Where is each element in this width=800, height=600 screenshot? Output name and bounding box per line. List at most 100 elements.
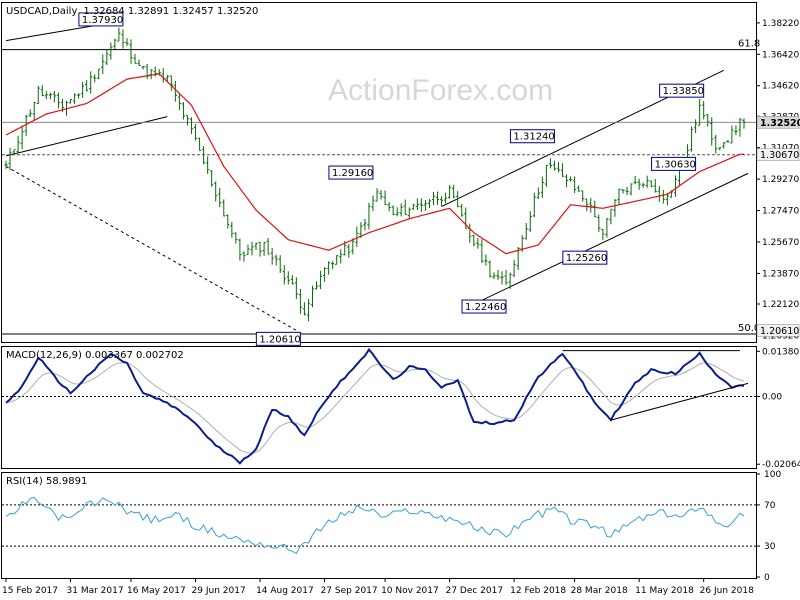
ohlc-bar xyxy=(472,234,476,247)
ohlc-bar xyxy=(339,249,343,264)
ohlc-bar xyxy=(391,205,395,216)
ohlc-bar xyxy=(254,242,258,250)
ohlc-bar xyxy=(242,251,246,262)
ohlc-bar xyxy=(476,237,480,249)
ohlc-bar xyxy=(734,125,738,136)
x-tick-label: 29 Jun 2017 xyxy=(192,586,246,596)
ohlc-bar xyxy=(730,125,734,144)
ohlc-bar xyxy=(605,218,609,238)
ohlc-bar xyxy=(36,85,40,104)
price-tag: 1.30670 xyxy=(756,148,799,161)
y-tick-label: 1.34620 xyxy=(762,82,799,92)
ohlc-bar xyxy=(250,241,254,256)
ohlc-bar xyxy=(427,199,432,209)
ohlc-bar xyxy=(742,118,746,129)
ohlc-bar xyxy=(48,92,52,100)
price-tag-label: 1.30670 xyxy=(760,150,799,161)
rsi-y-tick-label: 30 xyxy=(764,542,776,552)
ohlc-bar xyxy=(44,91,48,100)
ohlc-bar xyxy=(327,261,331,275)
ohlc-bar xyxy=(28,109,32,118)
ohlc-bar xyxy=(500,271,504,285)
ohlc-bar xyxy=(698,99,702,126)
ohlc-bar xyxy=(585,198,589,212)
price-annotation: 1.22460 xyxy=(461,299,507,314)
ohlc-bar xyxy=(689,126,694,152)
ohlc-bar xyxy=(601,228,605,240)
ohlc-bar xyxy=(121,29,125,49)
ohlc-bar xyxy=(351,238,355,255)
ohlc-bar xyxy=(609,208,613,225)
price-annotation-label: 1.22460 xyxy=(465,302,506,313)
ohlc-bar xyxy=(621,189,625,194)
ohlc-bar xyxy=(117,27,121,42)
ohlc-bar xyxy=(197,137,202,151)
ohlc-bar xyxy=(613,198,617,217)
ohlc-bar xyxy=(129,39,133,65)
ohlc-bar xyxy=(302,302,307,316)
ohlc-bar xyxy=(189,117,194,134)
ohlc-bar xyxy=(581,190,585,202)
price-annotation-box xyxy=(509,129,555,144)
ohlc-bar xyxy=(359,222,363,239)
ohlc-bar xyxy=(173,80,177,102)
y-tick-label: 1.22120 xyxy=(762,300,799,310)
ohlc-bar xyxy=(89,71,93,94)
ohlc-bar xyxy=(290,275,294,285)
ohlc-bar xyxy=(443,192,448,204)
ohlc-bar xyxy=(314,281,319,290)
y-tick-label: 1.23870 xyxy=(762,269,799,279)
ohlc-bar xyxy=(16,135,20,153)
ohlc-bar xyxy=(375,188,379,202)
ohlc-bar xyxy=(282,265,286,285)
ohlc-bar xyxy=(452,184,456,199)
price-annotation-box xyxy=(78,12,124,27)
ohlc-bar xyxy=(274,254,278,266)
macd-trend-line xyxy=(610,382,749,421)
y-tick-label: 1.36420 xyxy=(762,50,799,60)
ohlc-bar xyxy=(93,74,97,83)
watermark: ActionForex.com xyxy=(328,74,553,107)
ohlc-bar xyxy=(653,178,657,193)
x-tick-label: 11 May 2018 xyxy=(635,586,694,596)
ohlc-bar xyxy=(262,242,266,256)
ohlc-bar xyxy=(560,163,565,177)
ohlc-bar xyxy=(714,134,718,154)
ohlc-bar xyxy=(246,244,250,256)
ohlc-bar xyxy=(133,54,137,64)
ohlc-bar xyxy=(577,185,581,192)
ohlc-bar xyxy=(504,270,508,286)
ohlc-bar xyxy=(532,192,536,218)
ohlc-bar xyxy=(270,247,274,265)
price-panel-frame xyxy=(1,2,757,343)
ohlc-bar xyxy=(214,181,218,202)
rsi-y-tick-label: 100 xyxy=(764,470,781,480)
ohlc-bar xyxy=(702,101,706,120)
ohlc-bar xyxy=(673,175,678,197)
ohlc-bar xyxy=(480,239,484,264)
ohlc-bar xyxy=(496,269,500,280)
ohlc-bar xyxy=(20,125,24,150)
ohlc-bar xyxy=(238,238,242,261)
ohlc-bar xyxy=(363,218,367,231)
fibonacci-level-label: 50.0 xyxy=(738,323,760,334)
ohlc-bar xyxy=(40,85,44,97)
price-panel-title: USDCAD,Daily 1.32684 1.32891 1.32457 1.32… xyxy=(6,6,258,17)
ohlc-bar xyxy=(564,174,569,188)
ohlc-bar xyxy=(423,199,428,211)
ohlc-bar xyxy=(568,176,573,182)
ohlc-bar xyxy=(387,202,391,212)
price-annotation-box xyxy=(659,83,705,98)
ohlc-bar xyxy=(573,176,577,194)
ohlc-bar xyxy=(629,183,633,196)
ohlc-bar xyxy=(649,180,653,188)
ohlc-bar xyxy=(8,147,12,171)
ohlc-bar xyxy=(68,98,73,104)
ohlc-bar xyxy=(536,187,540,199)
ohlc-bar xyxy=(625,186,629,196)
ohlc-bar xyxy=(230,221,234,238)
price-panel-name: USDCAD,Daily xyxy=(6,6,77,17)
ohlc-bar xyxy=(593,200,597,218)
ohlc-bar xyxy=(395,207,399,217)
x-tick-label: 26 Jun 2018 xyxy=(700,586,754,596)
